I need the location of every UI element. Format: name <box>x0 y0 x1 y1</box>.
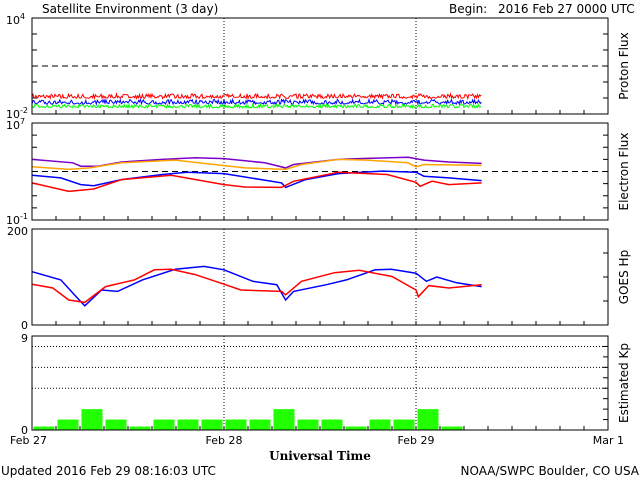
x-axis-title: Universal Time <box>269 449 371 463</box>
kp-bar <box>225 419 247 430</box>
panel-frame <box>31 228 609 326</box>
y-tick-label: 9 <box>21 332 28 345</box>
panel-frame <box>31 17 609 115</box>
x-tick-label: Feb 27 <box>10 434 47 447</box>
y-tick-label: 0 <box>21 424 28 437</box>
x-tick-label: Mar 1 <box>593 434 624 447</box>
x-axis-labels: Feb 27 Feb 28 Feb 29 Mar 1 <box>10 434 624 447</box>
kp-bar <box>81 409 103 430</box>
y-tick-label: 104 <box>6 12 25 27</box>
kp-bar <box>57 419 79 430</box>
y-axis-label: Electron Flux <box>617 133 631 211</box>
y-tick-label: 0 <box>21 319 28 332</box>
x-tick-label: Feb 28 <box>206 434 243 447</box>
y-tick-label-base: 10 <box>6 214 20 227</box>
y-tick-label-exponent: -2 <box>20 106 28 115</box>
series-blue-line <box>31 170 482 189</box>
kp-bar <box>105 419 127 430</box>
kp-bar <box>153 419 175 430</box>
begin-label: Begin: <box>449 2 487 16</box>
updated-timestamp: Updated 2016 Feb 29 08:16:03 UTC <box>1 464 216 478</box>
y-tick-label: 200 <box>7 225 28 238</box>
panel-kp: 9 0 Estimated Kp <box>21 332 631 437</box>
y-tick-label-exponent: 4 <box>20 12 25 21</box>
x-tick-label: Feb 29 <box>398 434 435 447</box>
kp-bar <box>369 419 391 430</box>
kp-bar <box>273 409 295 430</box>
panel-frame <box>31 122 609 221</box>
chart-title: Satellite Environment (3 day) <box>42 2 218 16</box>
series-red-line <box>31 171 482 193</box>
y-tick-label: 107 <box>6 117 25 132</box>
kp-bar <box>441 426 463 430</box>
kp-bar <box>177 419 199 430</box>
kp-bar <box>393 419 415 430</box>
y-tick-label-exponent: 7 <box>20 117 25 126</box>
credit-text: NOAA/SWPC Boulder, CO USA <box>461 464 640 478</box>
series-orange-line <box>31 158 482 171</box>
y-tick-label-base: 10 <box>6 119 20 132</box>
begin-value: 2016 Feb 27 0000 UTC <box>498 2 635 16</box>
panel-goes-hp: 200 0 GOES Hp <box>7 225 631 332</box>
kp-bar <box>249 419 271 430</box>
kp-bar <box>129 426 151 430</box>
y-tick-label-exponent: -1 <box>20 212 28 221</box>
y-tick-label-base: 10 <box>6 108 20 121</box>
series-green-line <box>31 102 482 110</box>
series-red-line <box>31 92 482 101</box>
series-purple-line <box>31 156 482 169</box>
series-red-line <box>31 268 482 304</box>
series-blue-line <box>31 97 482 107</box>
kp-bar <box>321 419 343 430</box>
y-tick-label: 10-1 <box>6 212 28 227</box>
series-blue-line <box>31 265 482 307</box>
y-tick-label: 10-2 <box>6 106 28 121</box>
y-axis-label: Estimated Kp <box>617 343 631 423</box>
y-tick-label-base: 10 <box>6 14 20 27</box>
panel-frame <box>31 335 609 431</box>
kp-bar <box>345 426 367 430</box>
kp-bar <box>33 426 55 430</box>
y-axis-label: GOES Hp <box>617 250 631 304</box>
y-axis-label: Proton Flux <box>617 32 631 99</box>
kp-bar <box>201 419 223 430</box>
kp-bar <box>417 409 439 430</box>
kp-bar <box>297 419 319 430</box>
